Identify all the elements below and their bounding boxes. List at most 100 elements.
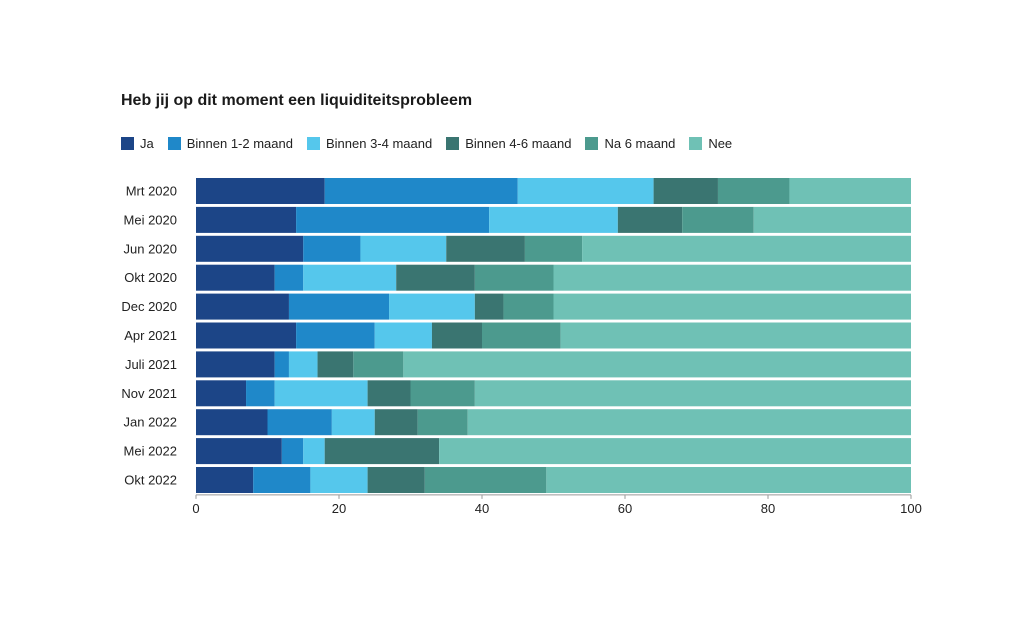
bar-segment	[396, 264, 475, 291]
bar-segment	[553, 264, 911, 291]
legend-swatch	[446, 137, 460, 150]
bar-segment	[196, 351, 275, 378]
bar-segment	[253, 467, 311, 493]
bar-segment	[274, 264, 304, 291]
bar-segment	[524, 235, 583, 262]
bar-segment	[310, 467, 368, 493]
bar-segment	[439, 438, 911, 465]
x-tick-label: 0	[192, 501, 199, 516]
bar-segment	[324, 438, 440, 465]
chart-title: Heb jij op dit moment een liquiditeitspr…	[121, 92, 473, 109]
bar-segment	[196, 322, 297, 349]
legend-item: Nee	[689, 136, 732, 151]
bar-segment	[196, 467, 254, 493]
legend-item: Ja	[121, 136, 154, 151]
bar-segment	[288, 351, 318, 378]
category-label: Dec 2020	[121, 299, 177, 314]
bar-segment	[274, 380, 368, 407]
bar-segment	[317, 351, 354, 378]
bar-segment	[331, 409, 375, 436]
bar-segment	[424, 467, 547, 493]
bar-segment	[303, 264, 397, 291]
bar-segment	[546, 467, 911, 493]
category-label: Mei 2020	[124, 212, 177, 227]
category-label: Jun 2020	[124, 241, 178, 256]
bar-segment	[196, 264, 275, 291]
legend-item: Binnen 1-2 maand	[167, 136, 293, 151]
x-tick-label: 80	[761, 501, 775, 516]
bar-segment	[682, 206, 754, 233]
bar-segment	[482, 322, 561, 349]
x-tick-label: 100	[900, 501, 922, 516]
category-label: Jan 2022	[124, 415, 178, 430]
bar-segment	[446, 235, 525, 262]
x-tick-label: 60	[618, 501, 632, 516]
legend-swatch	[585, 137, 599, 150]
legend-label: Binnen 3-4 maand	[325, 136, 433, 151]
bar-segment	[367, 467, 425, 493]
bar-segment	[582, 235, 911, 262]
bar-segment	[553, 293, 911, 320]
bar-segment	[303, 235, 361, 262]
legend-label: Binnen 4-6 maand	[465, 136, 572, 151]
bar-segment	[281, 438, 304, 465]
bar-segment	[517, 178, 654, 204]
bar-segment	[367, 380, 411, 407]
chart-legend: Ja Binnen 1-2 maand Binnen 3-4 maand Binnen…	[121, 136, 746, 151]
bar-segment	[403, 351, 911, 378]
legend-swatch	[121, 137, 134, 150]
bar-segment	[324, 178, 518, 204]
legend-swatch	[689, 137, 703, 150]
bar-segment	[196, 438, 282, 465]
bar-segment	[196, 206, 297, 233]
bar-segment	[753, 206, 911, 233]
bar-segment	[303, 438, 325, 465]
bar-segment	[196, 235, 304, 262]
bar-segment	[353, 351, 404, 378]
bar-segment	[374, 409, 418, 436]
bar-segment	[560, 322, 911, 349]
bar-segment	[417, 409, 468, 436]
bar-segment	[431, 322, 482, 349]
category-label: Mrt 2020	[126, 184, 177, 199]
category-label: Apr 2021	[124, 328, 177, 343]
legend-item: Na 6 maand	[585, 136, 675, 151]
bar-segment	[296, 322, 375, 349]
bar-segment	[274, 351, 289, 378]
bar-segment	[288, 293, 390, 320]
legend-item: Binnen 3-4 maand	[306, 136, 433, 151]
bar-segment	[474, 293, 504, 320]
bar-segment	[467, 409, 911, 436]
bar-segment	[474, 380, 911, 407]
bar-segment	[503, 293, 554, 320]
legend-swatch	[167, 137, 181, 150]
x-tick-label: 20	[332, 501, 346, 516]
bar-segment	[717, 178, 790, 204]
bar-segment	[489, 206, 618, 233]
bar-segment	[196, 293, 289, 320]
category-label: Okt 2020	[124, 270, 177, 285]
bar-segment	[374, 322, 432, 349]
bar-segment	[360, 235, 447, 262]
legend-item: Binnen 4-6 maand	[446, 136, 571, 151]
bar-segment	[653, 178, 718, 204]
bar-segment	[296, 206, 490, 233]
legend-swatch	[306, 137, 320, 150]
bar-segment	[617, 206, 683, 233]
bar-segment	[196, 178, 325, 204]
bar-segment	[474, 264, 554, 291]
category-label: Okt 2022	[124, 473, 177, 488]
legend-label: Ja	[140, 136, 154, 151]
bar-segment	[196, 409, 268, 436]
x-tick-label: 40	[475, 501, 489, 516]
bar-segment	[410, 380, 475, 407]
category-label: Juli 2021	[125, 357, 177, 372]
legend-label: Na 6 maand	[604, 136, 676, 151]
bar-segment	[246, 380, 275, 407]
bar-segment	[389, 293, 475, 320]
legend-label: Binnen 1-2 maand	[186, 136, 293, 151]
legend-label: Nee	[708, 136, 733, 151]
category-label: Nov 2021	[121, 386, 177, 401]
category-label: Mei 2022	[124, 444, 177, 459]
